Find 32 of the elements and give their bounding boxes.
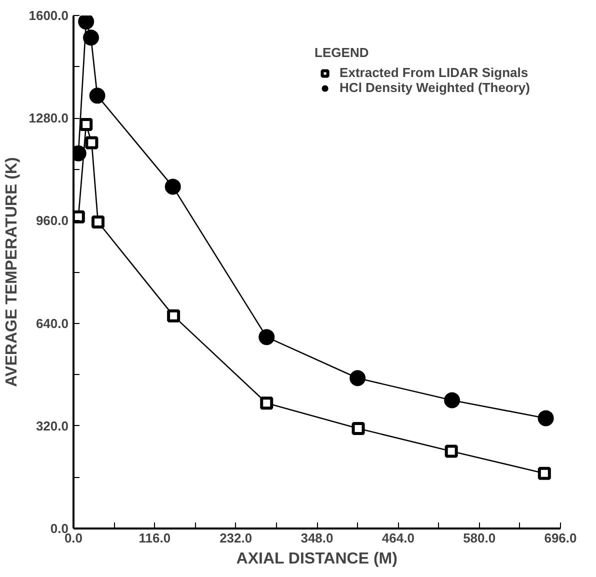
- point: [85, 136, 98, 150]
- x-tick-label: 464.0: [382, 530, 414, 546]
- y-tick-label: 960.0: [36, 213, 69, 228]
- point: [78, 16, 94, 30]
- legend-title: LEGEND: [314, 45, 370, 60]
- y-tick-label: 1280.0: [28, 110, 69, 126]
- y-tick-label: 320.0: [36, 418, 69, 434]
- point: [350, 370, 366, 386]
- x-axis-title: AXIAL DISTANCE (M): [236, 550, 398, 568]
- legend-label: Extracted From LIDAR Signals: [340, 65, 528, 80]
- point: [260, 396, 274, 410]
- point: [258, 329, 275, 346]
- x-tick-label: 232.0: [220, 530, 252, 546]
- point: [538, 466, 551, 480]
- y-axis-title: AVERAGE TEMPERATURE (K): [4, 157, 21, 387]
- point: [352, 422, 365, 435]
- point: [444, 444, 458, 458]
- point: [538, 410, 554, 426]
- point: [91, 215, 104, 228]
- point: [444, 392, 460, 408]
- point: [80, 118, 93, 132]
- x-tick-label: 348.0: [300, 530, 334, 546]
- y-tick-label: 1600.0: [28, 8, 69, 23]
- y-tick-label: 640.0: [36, 316, 69, 331]
- legend-label: HCl Density Weighted (Theory): [340, 80, 530, 95]
- point: [167, 309, 180, 322]
- x-tick-label: 116.0: [138, 530, 171, 546]
- x-tick-label: 580.0: [463, 530, 496, 546]
- point: [164, 178, 181, 195]
- point: [89, 88, 106, 104]
- x-tick-label: 696.0: [544, 530, 577, 546]
- point: [82, 30, 99, 46]
